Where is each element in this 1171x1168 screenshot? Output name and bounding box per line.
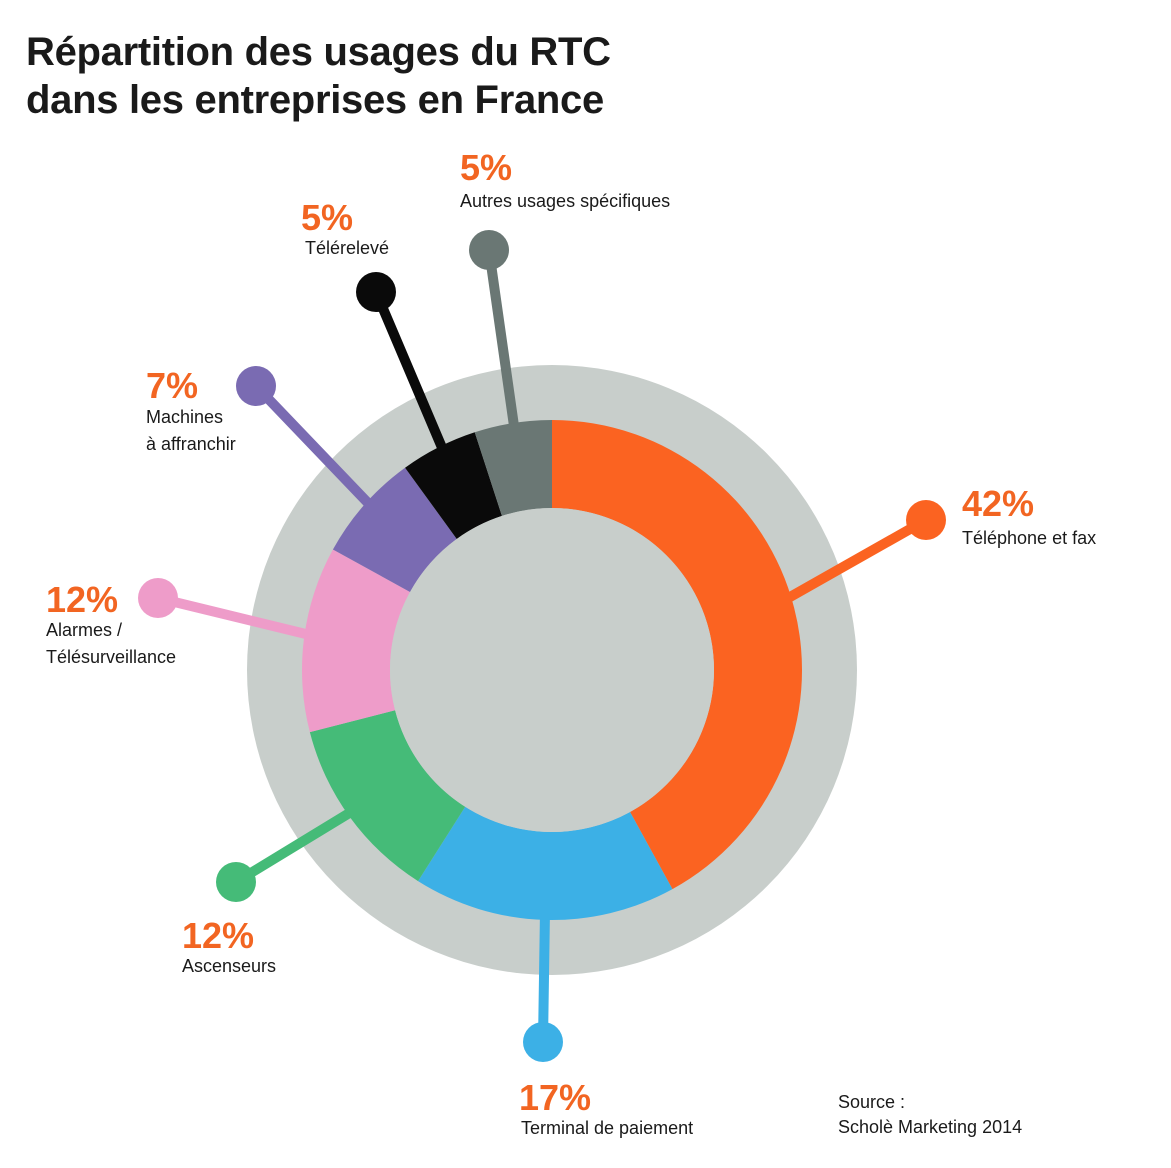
slice-category-label: Téléphone et fax [962,528,1096,548]
donut-slice [405,432,502,539]
donut-slice [309,710,466,882]
slice-category-label: Terminal de paiement [521,1118,693,1138]
slice-category-label: Autres usages spécifiques [460,191,670,211]
leader-dot [906,500,946,540]
slice-category-label: Alarmes / [46,620,122,640]
slice-percent-label: 7% [146,365,198,406]
slice-category-label: Machines [146,407,223,427]
leader-dot [356,272,396,312]
slice-category-label: Télésurveillance [46,647,176,667]
slice-percent-label: 12% [182,915,254,956]
leader-dot [138,578,178,618]
donut-slice [332,467,457,592]
chart-title-line-2: dans les entreprises en France [26,78,604,122]
slice-percent-label: 42% [962,483,1034,524]
donut-center [390,508,714,832]
slice-labels: 42% Téléphone et fax 17%Terminal de paieme… [46,147,1096,1138]
slice-category-label: à affranchir [146,434,236,454]
chart-title: Répartition des usages du RTC dans les e… [26,28,611,124]
leader-dot [236,366,276,406]
donut-slice [302,549,411,733]
source-line-2: Scholè Marketing 2014 [838,1117,1023,1137]
slice-category-label: Télérelevé [305,238,389,258]
slice-percent-label: 12% [46,579,118,620]
slice-percent-label: 17% [519,1077,591,1118]
chart-title-line-1: Répartition des usages du RTC [26,30,611,74]
slice-category-label: Ascenseurs [182,956,276,976]
source-note: Source : Scholè Marketing 2014 [838,1090,1022,1140]
slice-percent-label: 5% [460,147,512,188]
leader-dot [523,1022,563,1062]
source-line-1: Source : [838,1092,906,1112]
donut-slices [302,420,802,920]
donut-slice [418,806,673,920]
leader-dot [216,862,256,902]
donut-slice [474,420,552,516]
donut-slice [552,420,802,890]
slice-percent-label: 5% [301,197,353,238]
donut-hole [390,508,714,832]
leader-dot [469,230,509,270]
leader-lines [138,230,946,1062]
